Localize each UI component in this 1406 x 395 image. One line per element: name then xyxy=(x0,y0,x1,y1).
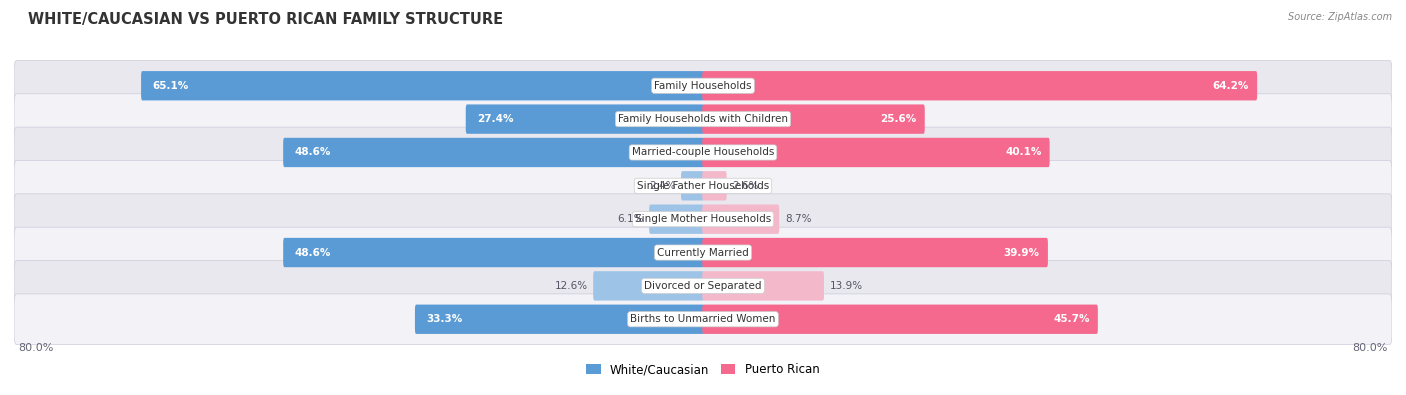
FancyBboxPatch shape xyxy=(14,294,1392,344)
Text: 48.6%: 48.6% xyxy=(295,248,332,258)
FancyBboxPatch shape xyxy=(702,171,727,201)
FancyBboxPatch shape xyxy=(702,138,1050,167)
Text: 13.9%: 13.9% xyxy=(830,281,863,291)
Text: Births to Unmarried Women: Births to Unmarried Women xyxy=(630,314,776,324)
Text: Family Households: Family Households xyxy=(654,81,752,91)
FancyBboxPatch shape xyxy=(702,71,1257,100)
FancyBboxPatch shape xyxy=(465,104,704,134)
FancyBboxPatch shape xyxy=(702,271,824,301)
FancyBboxPatch shape xyxy=(283,138,704,167)
Text: 45.7%: 45.7% xyxy=(1053,314,1090,324)
FancyBboxPatch shape xyxy=(702,238,1047,267)
FancyBboxPatch shape xyxy=(415,305,704,334)
Text: 8.7%: 8.7% xyxy=(785,214,811,224)
Text: 40.1%: 40.1% xyxy=(1005,147,1042,158)
Text: Family Households with Children: Family Households with Children xyxy=(619,114,787,124)
FancyBboxPatch shape xyxy=(14,94,1392,145)
FancyBboxPatch shape xyxy=(650,205,704,234)
Text: Divorced or Separated: Divorced or Separated xyxy=(644,281,762,291)
Text: 2.6%: 2.6% xyxy=(733,181,759,191)
FancyBboxPatch shape xyxy=(702,305,1098,334)
FancyBboxPatch shape xyxy=(593,271,704,301)
Text: 48.6%: 48.6% xyxy=(295,147,332,158)
FancyBboxPatch shape xyxy=(702,104,925,134)
FancyBboxPatch shape xyxy=(283,238,704,267)
Text: 80.0%: 80.0% xyxy=(18,343,53,353)
FancyBboxPatch shape xyxy=(14,227,1392,278)
Text: 2.4%: 2.4% xyxy=(650,181,675,191)
Text: 65.1%: 65.1% xyxy=(153,81,188,91)
Text: 33.3%: 33.3% xyxy=(426,314,463,324)
Text: Single Mother Households: Single Mother Households xyxy=(636,214,770,224)
Text: Currently Married: Currently Married xyxy=(657,248,749,258)
FancyBboxPatch shape xyxy=(14,261,1392,311)
Text: WHITE/CAUCASIAN VS PUERTO RICAN FAMILY STRUCTURE: WHITE/CAUCASIAN VS PUERTO RICAN FAMILY S… xyxy=(28,12,503,27)
Text: 12.6%: 12.6% xyxy=(554,281,588,291)
Text: 64.2%: 64.2% xyxy=(1212,81,1249,91)
Text: 27.4%: 27.4% xyxy=(478,114,513,124)
FancyBboxPatch shape xyxy=(14,194,1392,245)
Legend: White/Caucasian, Puerto Rican: White/Caucasian, Puerto Rican xyxy=(582,358,824,381)
Text: Married-couple Households: Married-couple Households xyxy=(631,147,775,158)
FancyBboxPatch shape xyxy=(702,205,779,234)
FancyBboxPatch shape xyxy=(14,60,1392,111)
Text: 6.1%: 6.1% xyxy=(617,214,644,224)
Text: Source: ZipAtlas.com: Source: ZipAtlas.com xyxy=(1288,12,1392,22)
FancyBboxPatch shape xyxy=(14,127,1392,178)
FancyBboxPatch shape xyxy=(14,160,1392,211)
FancyBboxPatch shape xyxy=(681,171,704,201)
Text: 80.0%: 80.0% xyxy=(1353,343,1388,353)
Text: Single Father Households: Single Father Households xyxy=(637,181,769,191)
Text: 25.6%: 25.6% xyxy=(880,114,917,124)
FancyBboxPatch shape xyxy=(141,71,704,100)
Text: 39.9%: 39.9% xyxy=(1004,248,1039,258)
